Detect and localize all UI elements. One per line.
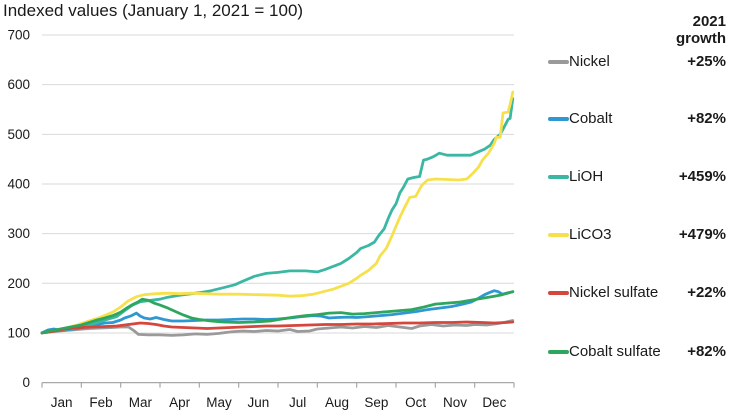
legend-item-nickel-sulfate: Nickel sulfate +22% <box>540 283 726 303</box>
x-axis-tick-label: Nov <box>443 395 467 410</box>
y-axis-tick-label: 200 <box>7 276 30 291</box>
series-line-lico3 <box>40 90 515 335</box>
legend-growth-value: +479% <box>678 226 726 243</box>
x-axis-tick-label: Jun <box>247 395 269 410</box>
legend-swatch-cobalt-sulfate <box>548 350 569 354</box>
x-axis-tick-label: Jul <box>289 395 306 410</box>
legend-swatch-lioh <box>548 175 569 179</box>
legend-swatch-nickel-sulfate <box>548 291 569 295</box>
legend-item-nickel: Nickel +25% <box>540 52 726 72</box>
legend-swatch-cobalt <box>548 117 569 121</box>
legend-growth-value: +25% <box>687 53 726 70</box>
legend-label: LiOH <box>569 168 604 185</box>
line-chart: 0 100 200 300 400 500 600 700 Jan Feb Mar Apr May Jun… <box>7 28 515 410</box>
y-axis-tick-label: 600 <box>7 77 30 92</box>
legend-growth-value: +459% <box>678 168 726 185</box>
legend-swatch-nickel <box>548 60 569 64</box>
series-line-nickel-sulfate <box>40 320 515 335</box>
chart-canvas: 0 100 200 300 400 500 600 700 Jan Feb Mar Apr May Jun… <box>7 28 515 410</box>
legend-label: Cobalt <box>569 110 613 127</box>
chart-legend: 2021 growth Nickel +25% Cobalt +82% LiOH… <box>540 0 726 414</box>
x-axis-tick-label: Oct <box>405 395 426 410</box>
x-axis-tick-label: Mar <box>129 395 153 410</box>
series-line-cobalt-sulfate <box>40 290 515 335</box>
x-axis-tick-label: Feb <box>89 395 112 410</box>
legend-item-lioh: LiOH +459% <box>540 167 726 187</box>
y-axis-tick-label: 400 <box>7 176 30 191</box>
legend-label: Nickel sulfate <box>569 284 659 301</box>
y-axis-tick-label: 0 <box>22 375 30 390</box>
x-axis-tick-label: Dec <box>482 395 506 410</box>
chart-title: Indexed values (January 1, 2021 = 100) <box>3 1 304 20</box>
legend-header-line2: growth <box>676 30 726 47</box>
x-axis-tick-label: Aug <box>325 395 349 410</box>
legend-label: Cobalt sulfate <box>569 343 661 360</box>
legend-item-cobalt: Cobalt +82% <box>540 109 726 129</box>
y-axis-tick-label: 700 <box>7 28 30 43</box>
series-line-cobalt <box>40 289 515 335</box>
series-line-lioh <box>40 97 515 335</box>
legend-label: Nickel <box>569 53 610 70</box>
y-axis-tick-label: 100 <box>7 325 30 340</box>
legend-growth-value: +82% <box>687 110 726 127</box>
series-line-nickel <box>40 319 515 337</box>
legend-growth-value: +82% <box>687 343 726 360</box>
y-axis-tick-label: 300 <box>7 226 30 241</box>
x-axis-tick-label: Apr <box>169 395 191 410</box>
legend-growth-header: 2021 growth <box>676 13 726 47</box>
legend-growth-value: +22% <box>687 284 726 301</box>
legend-item-cobalt-sulfate: Cobalt sulfate +82% <box>540 342 726 362</box>
x-axis-tick-label: Sep <box>364 395 388 410</box>
x-axis-tick-label: May <box>206 395 232 410</box>
x-axis-tick-label: Jan <box>51 395 73 410</box>
legend-swatch-lico3 <box>548 233 569 237</box>
legend-header-line1: 2021 <box>692 13 726 30</box>
legend-item-lico3: LiCO3 +479% <box>540 225 726 245</box>
y-axis-tick-label: 500 <box>7 127 30 142</box>
legend-label: LiCO3 <box>569 226 612 243</box>
